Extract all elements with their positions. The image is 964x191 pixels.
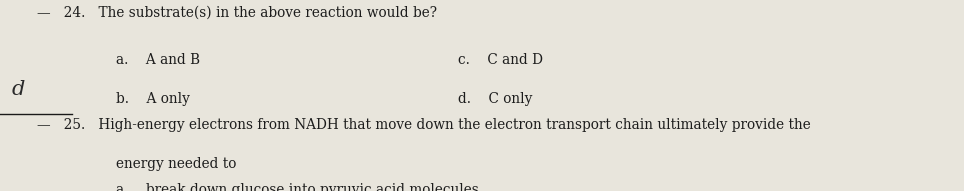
Text: energy needed to: energy needed to [116,157,236,171]
Text: —   25.   High-energy electrons from NADH that move down the electron transport : — 25. High-energy electrons from NADH th… [37,118,811,132]
Text: c.    C and D: c. C and D [458,53,543,67]
Text: d.    C only: d. C only [458,92,532,106]
Text: b.    A only: b. A only [116,92,190,106]
Text: a.    A and B: a. A and B [116,53,200,67]
Text: d: d [12,80,25,99]
Text: a.    break down glucose into pyruvic acid molecules.: a. break down glucose into pyruvic acid … [116,183,483,191]
Text: —   24.   The substrate(s) in the above reaction would be?: — 24. The substrate(s) in the above reac… [37,6,437,20]
